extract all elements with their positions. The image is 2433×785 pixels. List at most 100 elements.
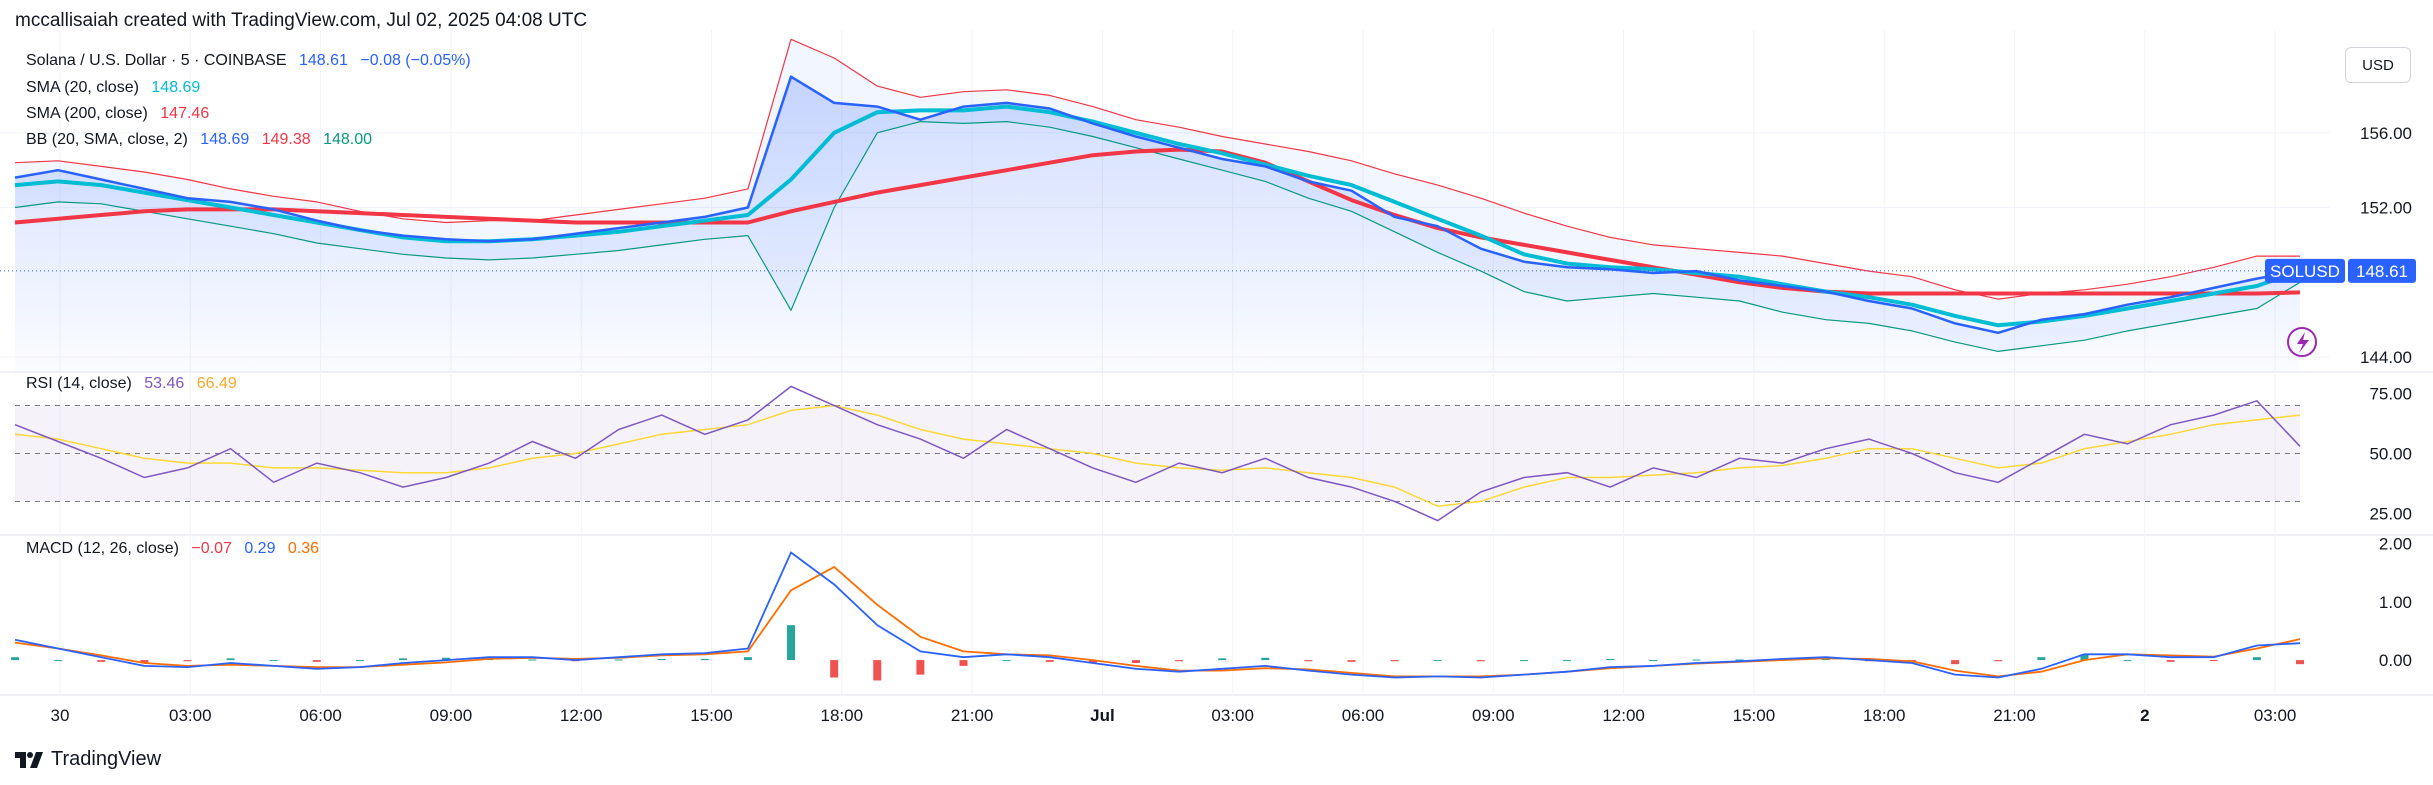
macd-histogram-bar <box>54 660 63 662</box>
legend-sma200-value: 147.46 <box>160 105 210 122</box>
macd-tick-label: 1.00 <box>2379 593 2412 612</box>
macd-histogram-bar <box>1175 660 1184 662</box>
macd-histogram-bar <box>140 660 149 663</box>
macd-histogram-bar <box>1390 660 1399 662</box>
legend-symbol: Solana / U.S. Dollar · 5 · COINBASE <box>26 52 287 69</box>
legend-symbol-row: Solana / U.S. Dollar · 5 · COINBASE 148.… <box>26 52 479 70</box>
legend-change: −0.08 (−0.05%) <box>360 52 471 69</box>
time-tick-label: 15:00 <box>1733 706 1776 725</box>
legend-macd-row: MACD (12, 26, close) −0.07 0.29 0.36 <box>26 540 327 558</box>
legend-macd-v1: −0.07 <box>191 540 232 557</box>
macd-histogram-bar <box>183 660 192 662</box>
price-series-line <box>14 75 2301 335</box>
macd-histogram-bar <box>528 659 537 661</box>
symbol-tag: SOLUSD <box>2270 262 2340 281</box>
price-pane: SOLUSD 148.61 <box>0 38 2416 372</box>
macd-histogram-bar <box>1218 658 1227 661</box>
macd-histogram-bar <box>2252 657 2261 661</box>
time-tick-label: 15:00 <box>690 706 733 725</box>
time-tick-label: 18:00 <box>1863 706 1906 725</box>
macd-histogram-bar <box>1692 659 1701 661</box>
macd-histogram-bar <box>1002 660 1011 662</box>
macd-histogram-bar <box>1994 660 2003 662</box>
time-tick-label: 03:00 <box>2254 706 2297 725</box>
currency-button[interactable]: USD <box>2345 47 2411 83</box>
time-tick-label: 30 <box>51 706 70 725</box>
rsi-tick-label: 75.00 <box>2369 385 2412 404</box>
legend-sma20-row: SMA (20, close) 148.69 <box>26 79 208 97</box>
macd-histogram-bar <box>700 658 709 661</box>
macd-histogram-bar <box>1304 660 1313 662</box>
legend-rsi-row: RSI (14, close) 53.46 66.49 <box>26 375 245 393</box>
macd-histogram-bar <box>2080 654 2089 661</box>
macd-pane <box>11 551 2304 681</box>
rsi-pane <box>14 385 2301 522</box>
legend-rsi-v1: 53.46 <box>144 375 185 392</box>
macd-histogram-bar <box>1347 660 1356 662</box>
legend-bb-v3: 148.00 <box>323 131 373 148</box>
macd-histogram-bar <box>1433 660 1442 662</box>
price-tick-label: 152.00 <box>2360 199 2412 218</box>
tradingview-brand[interactable]: TradingView <box>15 748 161 771</box>
macd-histogram-bar <box>312 660 321 662</box>
macd-histogram-bar <box>1735 659 1744 661</box>
legend-bb-row: BB (20, SMA, close, 2) 148.69 149.38 148… <box>26 131 380 149</box>
time-tick-label: 06:00 <box>1342 706 1385 725</box>
macd-histogram-bar <box>873 660 882 681</box>
bb-upper-line <box>14 38 2300 300</box>
time-tick-label: 03:00 <box>169 706 212 725</box>
macd-histogram-bar <box>269 660 278 662</box>
rsi-tick-label: 50.00 <box>2369 445 2412 464</box>
price-tick-label: 144.00 <box>2360 348 2412 367</box>
sma200-series-line <box>14 147 2301 296</box>
macd-histogram-bar <box>1563 660 1572 662</box>
macd-histogram-bar <box>959 660 968 666</box>
macd-histogram-bar <box>11 657 19 661</box>
legend-macd-v3: 0.36 <box>287 540 320 557</box>
macd-histogram-bar <box>657 658 666 661</box>
time-tick-label: 12:00 <box>560 706 603 725</box>
macd-histogram-bar <box>226 658 235 661</box>
legend-macd-label: MACD (12, 26, close) <box>26 540 179 557</box>
macd-histogram-bar <box>2037 657 2046 661</box>
bb-band-fill <box>15 39 2300 352</box>
macd-histogram-bar <box>1821 658 1830 661</box>
macd-histogram-bar <box>2123 660 2132 662</box>
price-axis: 144.00 152.00 156.00 25.00 50.00 75.00 0.00 1.0… <box>2360 124 2412 670</box>
price-tag: 148.61 <box>2356 262 2408 281</box>
legend-sma20-label: SMA (20, close) <box>26 79 139 96</box>
macd-histogram-bar <box>1519 660 1528 662</box>
macd-histogram-bar <box>1606 658 1615 661</box>
macd-histogram-bar <box>1476 660 1485 662</box>
time-tick-label: 03:00 <box>1211 706 1254 725</box>
legend-rsi-label: RSI (14, close) <box>26 375 132 392</box>
time-axis: 30 03:00 06:00 09:00 12:00 15:00 18:00 21:00 Jul… <box>51 706 2297 725</box>
legend-bb-label: BB (20, SMA, close, 2) <box>26 131 188 148</box>
price-tick-label: 156.00 <box>2360 124 2412 143</box>
time-tick-label: 18:00 <box>821 706 864 725</box>
legend-price: 148.61 <box>298 52 348 69</box>
price-area-fill <box>15 76 2300 372</box>
sma20-series-line <box>14 104 2301 328</box>
macd-histogram-bar <box>2166 660 2175 662</box>
legend-macd-v2: 0.29 <box>244 540 276 557</box>
macd-histogram-bar <box>1131 660 1140 663</box>
legend-bb-v2: 149.38 <box>261 131 311 148</box>
rsi-ma-line <box>14 404 2301 507</box>
time-tick-label: 09:00 <box>1472 706 1515 725</box>
macd-histogram-bar <box>1951 660 1960 665</box>
time-tick-label: 2 <box>2140 706 2149 725</box>
legend-sma20-value: 148.69 <box>151 79 201 96</box>
price-tag-bg <box>2348 258 2416 283</box>
lightning-icon <box>2287 327 2317 357</box>
macd-histogram-bar <box>97 660 106 662</box>
signal-line <box>14 565 2301 678</box>
macd-histogram-bar <box>399 658 408 661</box>
time-tick-label: 21:00 <box>951 706 994 725</box>
macd-tick-label: 2.00 <box>2379 535 2412 554</box>
macd-histogram-bar <box>2296 660 2304 665</box>
legend-rsi-v2: 66.49 <box>196 375 237 392</box>
macd-histogram-bar <box>1649 660 1658 662</box>
macd-histogram-bar <box>355 660 364 662</box>
